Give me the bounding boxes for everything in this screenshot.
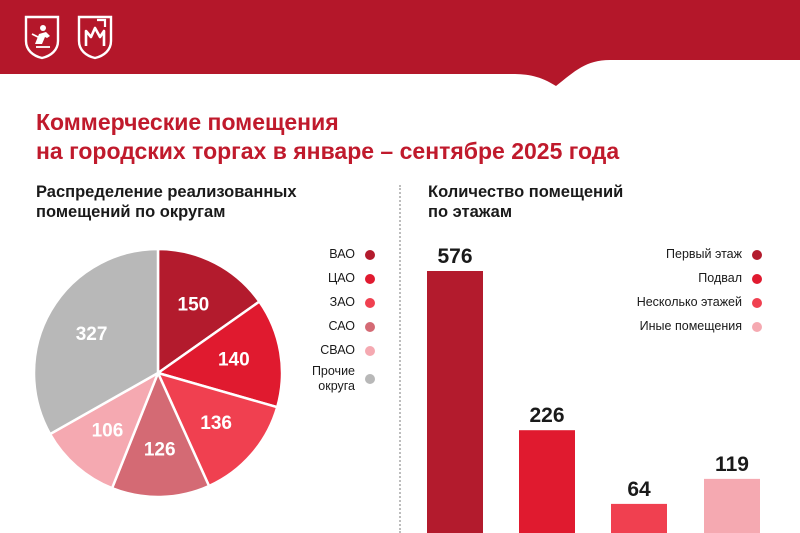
legend-swatch	[752, 297, 762, 308]
legend-swatch	[752, 321, 762, 332]
pie-legend-item: САО	[328, 318, 375, 336]
pie-value-label: 140	[218, 350, 250, 371]
city-property-logo-icon	[77, 15, 113, 60]
pie-legend-label-line: ЗАО	[329, 295, 355, 310]
pie-value-label: 106	[92, 420, 124, 441]
pie-legend-label: ВАО	[329, 247, 355, 262]
pie-legend-label-line: ВАО	[329, 247, 355, 262]
bar-legend-label: Иные помещения	[639, 319, 742, 334]
header-banner	[0, 0, 800, 86]
legend-swatch	[365, 249, 375, 260]
pie-legend-label-line: Прочие	[311, 364, 355, 378]
bar-legend-item: Иные помещения	[640, 318, 762, 336]
legend-swatch	[365, 374, 375, 384]
pie-legend-item: Прочие округа	[312, 364, 375, 394]
pie-legend: ВАО ЦАО ЗАО САО СВАО Прочие округа	[255, 0, 375, 533]
bar-2	[519, 430, 575, 533]
bar-value-label: 119	[715, 453, 749, 476]
section-divider	[399, 185, 401, 533]
bar-value-label: 64	[627, 478, 651, 501]
bar-legend: Первый этаж Подвал Несколько этажей Иные по…	[562, 0, 762, 533]
legend-swatch	[365, 345, 375, 356]
legend-swatch	[752, 273, 762, 284]
bar-legend-item: Подвал	[698, 270, 762, 288]
pie-value-label: 136	[200, 413, 232, 434]
pie-chart-title: Распределение реализованных помещений по…	[36, 182, 297, 222]
pie-legend-label: СВАО	[320, 343, 355, 358]
pie-legend-item: СВАО	[320, 342, 375, 360]
bar-value-label: 226	[529, 404, 564, 427]
bar-3	[611, 503, 667, 533]
pie-legend-label: ЦАО	[328, 271, 355, 286]
pie-value-label: 327	[76, 324, 108, 345]
bar-legend-label: Подвал	[698, 271, 742, 286]
pie-slice-1	[156, 247, 262, 376]
pie-chart-title-line-2: помещений по округам	[36, 203, 226, 221]
pie-legend-label-line: СВАО	[320, 343, 355, 358]
pie-legend-item: ЦАО	[328, 270, 375, 288]
bar-legend-label: Первый этаж	[666, 247, 742, 262]
pie-legend-label-line: округа	[318, 379, 355, 393]
bar-value-label: 576	[437, 245, 472, 268]
legend-swatch	[365, 273, 375, 284]
legend-swatch	[365, 297, 375, 308]
bar-legend-label: Несколько этажей	[636, 295, 742, 310]
bar-chart-title-line-2: по этажам	[428, 203, 513, 221]
bar-chart-title: Количество помещений по этажам	[428, 182, 623, 222]
bar-chart-title-line-1: Количество помещений	[428, 183, 624, 201]
pie-slice-6	[32, 247, 160, 436]
legend-swatch	[365, 321, 375, 332]
bar-1	[427, 271, 483, 533]
page-title-line-2: на городских торгах в январе – сентябре …	[36, 138, 620, 164]
pie-slice-5	[48, 370, 161, 490]
pie-legend-label-line: ЦАО	[327, 271, 355, 286]
page-title: Коммерческие помещения на городских торг…	[36, 108, 619, 166]
pie-legend-label: ЗАО	[330, 295, 355, 310]
legend-swatch	[752, 249, 762, 260]
pie-slice-4	[110, 369, 211, 499]
pie-value-label: 150	[178, 294, 210, 315]
pie-value-label: 126	[144, 439, 176, 460]
pie-slice-3	[155, 371, 279, 488]
page-title-line-1: Коммерческие помещения	[36, 109, 339, 135]
pie-legend-label: Прочие округа	[312, 364, 355, 394]
pie-legend-item: ВАО	[329, 246, 375, 264]
bar-legend-item: Несколько этажей	[637, 294, 762, 312]
pie-chart-title-line-1: Распределение реализованных	[36, 183, 297, 201]
pie-legend-item: ЗАО	[330, 294, 375, 312]
bar-legend-item: Первый этаж	[666, 246, 762, 264]
bar-4	[704, 478, 760, 533]
moscow-coat-of-arms-icon	[24, 15, 60, 60]
pie-legend-label-line: САО	[328, 319, 355, 334]
pie-legend-label: САО	[328, 319, 355, 334]
